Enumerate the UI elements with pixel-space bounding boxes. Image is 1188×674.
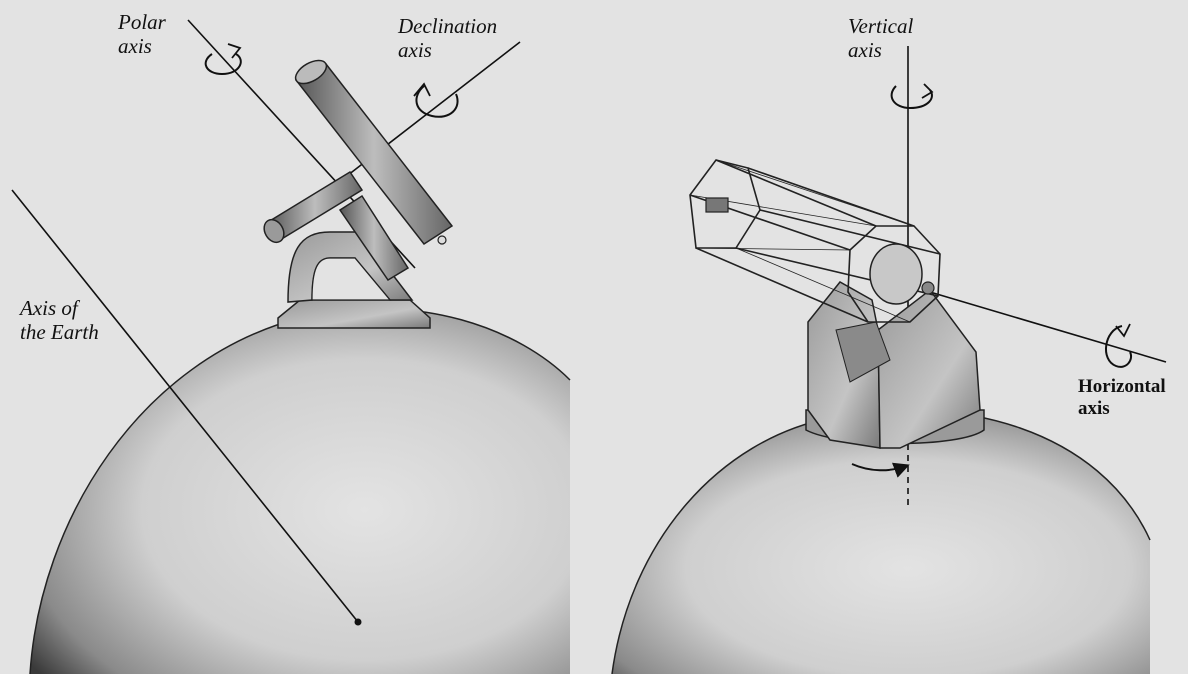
left-globe <box>29 308 571 674</box>
earth-axis-label: Axis of the Earth <box>20 296 99 344</box>
earth-axis-end-dot <box>354 618 362 626</box>
right-globe <box>611 409 1151 674</box>
vertical-rotation-arrow <box>890 83 934 110</box>
vertical-axis-label: Vertical axis <box>848 14 914 62</box>
polar-rotation-arrow <box>204 43 242 76</box>
earth-axis-line <box>11 189 359 623</box>
base-rotation-arrow <box>851 462 910 478</box>
polar-axis-label: Polar axis <box>118 10 166 58</box>
horizontal-axis-label: Horizontal axis <box>1078 376 1166 419</box>
equatorial-mount <box>263 59 454 329</box>
alt-az-mount <box>689 159 985 449</box>
declination-axis-label: Declination axis <box>398 14 498 62</box>
horizontal-rotation-arrow <box>1104 323 1132 368</box>
declination-rotation-arrow <box>413 82 459 118</box>
horizontal-axis-line <box>929 291 1167 363</box>
